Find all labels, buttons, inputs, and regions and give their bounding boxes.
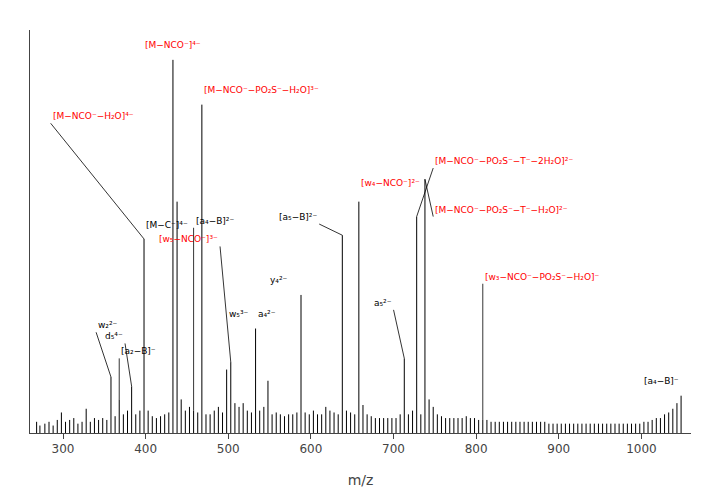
svg-text:w₂²⁻: w₂²⁻ — [98, 320, 118, 330]
svg-text:[M−NCO⁻−PO₂S⁻−H₂O]³⁻: [M−NCO⁻−PO₂S⁻−H₂O]³⁻ — [204, 85, 319, 95]
svg-text:[M−NCO⁻−H₂O]⁴⁻: [M−NCO⁻−H₂O]⁴⁻ — [53, 111, 134, 121]
svg-text:[a₅−B]²⁻: [a₅−B]²⁻ — [279, 212, 317, 222]
svg-text:400: 400 — [134, 442, 157, 456]
svg-text:900: 900 — [547, 442, 570, 456]
svg-text:[w₅−NCO⁻]³⁻: [w₅−NCO⁻]³⁻ — [159, 234, 218, 244]
svg-text:1000: 1000 — [626, 442, 657, 456]
svg-text:[a₄−B]²⁻: [a₄−B]²⁻ — [196, 216, 234, 226]
svg-text:[w₄−NCO⁻]²⁻: [w₄−NCO⁻]²⁻ — [361, 178, 420, 188]
svg-text:[M−NCO⁻−PO₂S⁻−T⁻−H₂O]²⁻: [M−NCO⁻−PO₂S⁻−T⁻−H₂O]²⁻ — [435, 205, 568, 215]
svg-text:800: 800 — [465, 442, 488, 456]
svg-text:700: 700 — [382, 442, 405, 456]
svg-text:[a₂−B]⁻: [a₂−B]⁻ — [121, 346, 156, 356]
svg-text:[M−C⁻]⁴⁻: [M−C⁻]⁴⁻ — [146, 220, 188, 230]
svg-text:m/z: m/z — [348, 472, 374, 488]
svg-text:600: 600 — [299, 442, 322, 456]
svg-text:[M−NCO⁻]⁴⁻: [M−NCO⁻]⁴⁻ — [145, 40, 201, 50]
svg-text:500: 500 — [217, 442, 240, 456]
svg-text:300: 300 — [52, 442, 75, 456]
svg-text:a₄²⁻: a₄²⁻ — [258, 309, 276, 319]
svg-text:d₅⁴⁻: d₅⁴⁻ — [105, 331, 123, 341]
svg-text:[a₄−B]⁻: [a₄−B]⁻ — [644, 376, 679, 386]
svg-text:y₄²⁻: y₄²⁻ — [270, 275, 288, 285]
svg-text:[w₃−NCO⁻−PO₂S⁻−H₂O]⁻: [w₃−NCO⁻−PO₂S⁻−H₂O]⁻ — [485, 272, 600, 282]
svg-text:a₅²⁻: a₅²⁻ — [374, 298, 392, 308]
svg-text:w₅³⁻: w₅³⁻ — [229, 309, 249, 319]
svg-text:[M−NCO⁻−PO₂S⁻−T⁻−2H₂O]²⁻: [M−NCO⁻−PO₂S⁻−T⁻−2H₂O]²⁻ — [435, 156, 573, 166]
